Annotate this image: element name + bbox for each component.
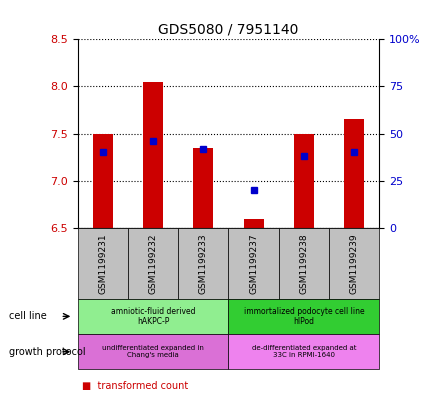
Bar bbox=[92, 134, 113, 228]
Text: GSM1199232: GSM1199232 bbox=[148, 233, 157, 294]
Text: GSM1199237: GSM1199237 bbox=[249, 233, 258, 294]
Text: ■  transformed count: ■ transformed count bbox=[82, 381, 188, 391]
Text: GSM1199238: GSM1199238 bbox=[299, 233, 307, 294]
Text: cell line: cell line bbox=[9, 311, 46, 321]
Text: growth protocol: growth protocol bbox=[9, 347, 85, 357]
Bar bbox=[343, 119, 363, 228]
Text: GSM1199239: GSM1199239 bbox=[349, 233, 358, 294]
Bar bbox=[143, 82, 163, 228]
Text: amniotic-fluid derived
hAKPC-P: amniotic-fluid derived hAKPC-P bbox=[111, 307, 195, 326]
Text: GSM1199231: GSM1199231 bbox=[98, 233, 107, 294]
Bar bbox=[293, 134, 313, 228]
Bar bbox=[193, 148, 213, 228]
Text: immortalized podocyte cell line
hlPod: immortalized podocyte cell line hlPod bbox=[243, 307, 363, 326]
Title: GDS5080 / 7951140: GDS5080 / 7951140 bbox=[158, 23, 298, 37]
Text: undifferentiated expanded in
Chang's media: undifferentiated expanded in Chang's med… bbox=[102, 345, 203, 358]
Text: de-differentiated expanded at
33C in RPMI-1640: de-differentiated expanded at 33C in RPM… bbox=[251, 345, 355, 358]
Text: GSM1199233: GSM1199233 bbox=[198, 233, 207, 294]
Bar bbox=[243, 219, 263, 228]
